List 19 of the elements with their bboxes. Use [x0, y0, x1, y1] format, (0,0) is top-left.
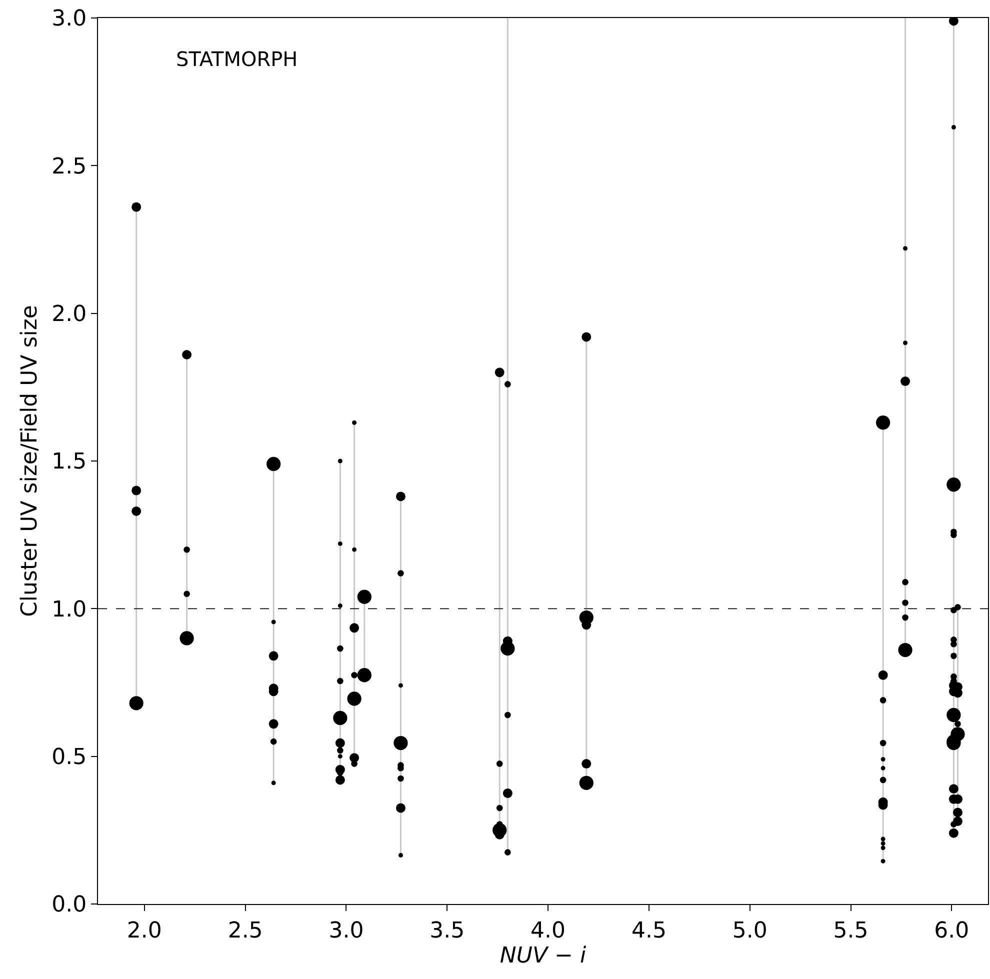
- x-tick-label: 5.0: [732, 918, 768, 944]
- x-tick-label: 3.5: [430, 918, 465, 944]
- y-tick-label: 2.5: [52, 154, 87, 180]
- x-tick-label: 3.0: [328, 918, 364, 944]
- x-tick-label: 2.5: [228, 918, 263, 944]
- y-tick-label: 0.0: [52, 892, 87, 918]
- x-tick-label: 5.5: [833, 918, 868, 944]
- x-tick-label: 6.0: [934, 918, 970, 944]
- y-tick-label: 3.0: [52, 6, 87, 32]
- y-tick-label: 1.5: [52, 450, 87, 475]
- x-tick-label: 4.5: [631, 918, 666, 944]
- y-tick-label: 1.0: [52, 597, 87, 622]
- annotation: STATMORPH: [176, 47, 298, 71]
- y-tick-label: 0.5: [52, 745, 87, 770]
- x-tick-label: 4.0: [530, 918, 566, 944]
- y-tick-label: 2.0: [52, 302, 87, 328]
- x-tick-label: 2.0: [126, 918, 162, 944]
- x-axis-title: NUV − i: [500, 943, 586, 968]
- y-axis-title: Cluster UV size/Field UV size: [17, 305, 42, 617]
